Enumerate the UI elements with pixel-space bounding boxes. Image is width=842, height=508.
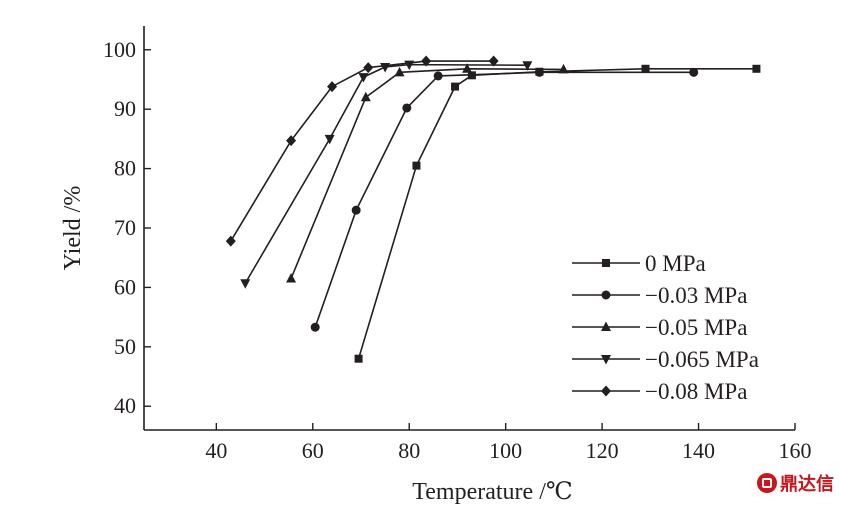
legend-marker xyxy=(601,290,611,300)
x-axis-title: Temperature /℃ xyxy=(412,479,572,505)
data-point xyxy=(641,64,650,73)
legend-marker xyxy=(601,321,611,331)
data-point xyxy=(462,63,473,73)
y-tick-label: 60 xyxy=(114,274,136,299)
data-point xyxy=(310,322,320,332)
data-point xyxy=(558,63,569,74)
series-line xyxy=(230,60,494,242)
data-point xyxy=(360,91,371,102)
data-point xyxy=(451,82,460,91)
series-2 xyxy=(286,63,569,283)
data-point xyxy=(354,354,363,363)
data-point xyxy=(402,103,412,113)
y-tick-label: 80 xyxy=(114,156,136,181)
legend-entry: −0.065 MPa xyxy=(572,347,759,372)
data-point xyxy=(327,81,338,93)
watermark-text: 鼎达信 xyxy=(780,474,834,495)
y-axis-title: Yield /% xyxy=(60,186,86,271)
legend-marker xyxy=(601,355,611,365)
data-point xyxy=(358,73,369,83)
legend-label: −0.03 MPa xyxy=(645,283,747,308)
x-tick-label: 80 xyxy=(398,438,420,463)
data-point xyxy=(286,273,297,283)
data-point xyxy=(225,235,236,247)
y-tick-label: 70 xyxy=(114,215,136,240)
x-tick-label: 120 xyxy=(586,438,619,463)
legend-entry: −0.08 MPa xyxy=(572,379,747,404)
legend-marker xyxy=(602,259,610,267)
data-point xyxy=(412,161,421,170)
x-tick-label: 40 xyxy=(205,438,227,463)
data-point xyxy=(351,205,361,215)
data-point xyxy=(534,67,544,77)
y-tick-label: 50 xyxy=(114,334,136,359)
legend-label: −0.05 MPa xyxy=(645,315,747,340)
data-point xyxy=(433,71,443,81)
data-point xyxy=(488,55,499,67)
data-point xyxy=(286,135,297,147)
data-point xyxy=(689,67,699,77)
watermark: 鼎达信 xyxy=(757,470,834,496)
y-tick-label: 100 xyxy=(103,37,136,62)
legend-label: 0 MPa xyxy=(645,251,706,276)
x-tick-label: 140 xyxy=(682,438,715,463)
series-layer xyxy=(225,55,761,363)
data-point xyxy=(240,279,251,289)
series-1 xyxy=(310,67,699,332)
legend: 0 MPa −0.03 MPa −0.05 MPa −0.065 MPa −0.08 M… xyxy=(572,251,759,404)
series-line xyxy=(290,67,564,279)
axes-layer: 40 50 60 70 80 90 100 40 60 80 100 120 140 160 Tempera… xyxy=(60,26,812,505)
legend-label: −0.065 MPa xyxy=(645,347,759,372)
legend-entry: −0.05 MPa xyxy=(572,315,747,340)
series-line xyxy=(244,63,528,284)
legend-label: −0.08 MPa xyxy=(645,379,747,404)
watermark-logo-icon xyxy=(757,473,777,493)
x-tick-label: 60 xyxy=(302,438,324,463)
data-point xyxy=(752,64,761,73)
y-tick-label: 40 xyxy=(114,393,136,418)
legend-entry: 0 MPa xyxy=(572,251,706,276)
x-tick-label: 160 xyxy=(779,438,812,463)
data-point xyxy=(421,55,432,67)
legend-entry: −0.03 MPa xyxy=(572,283,747,308)
legend-marker xyxy=(601,385,611,397)
data-point xyxy=(324,134,335,145)
series-3 xyxy=(240,60,533,289)
series-4 xyxy=(225,55,499,247)
data-point xyxy=(522,61,533,71)
data-point xyxy=(394,66,405,77)
y-tick-label: 90 xyxy=(114,96,136,121)
data-point xyxy=(363,62,374,74)
x-tick-label: 100 xyxy=(489,438,522,463)
series-line xyxy=(314,71,694,328)
